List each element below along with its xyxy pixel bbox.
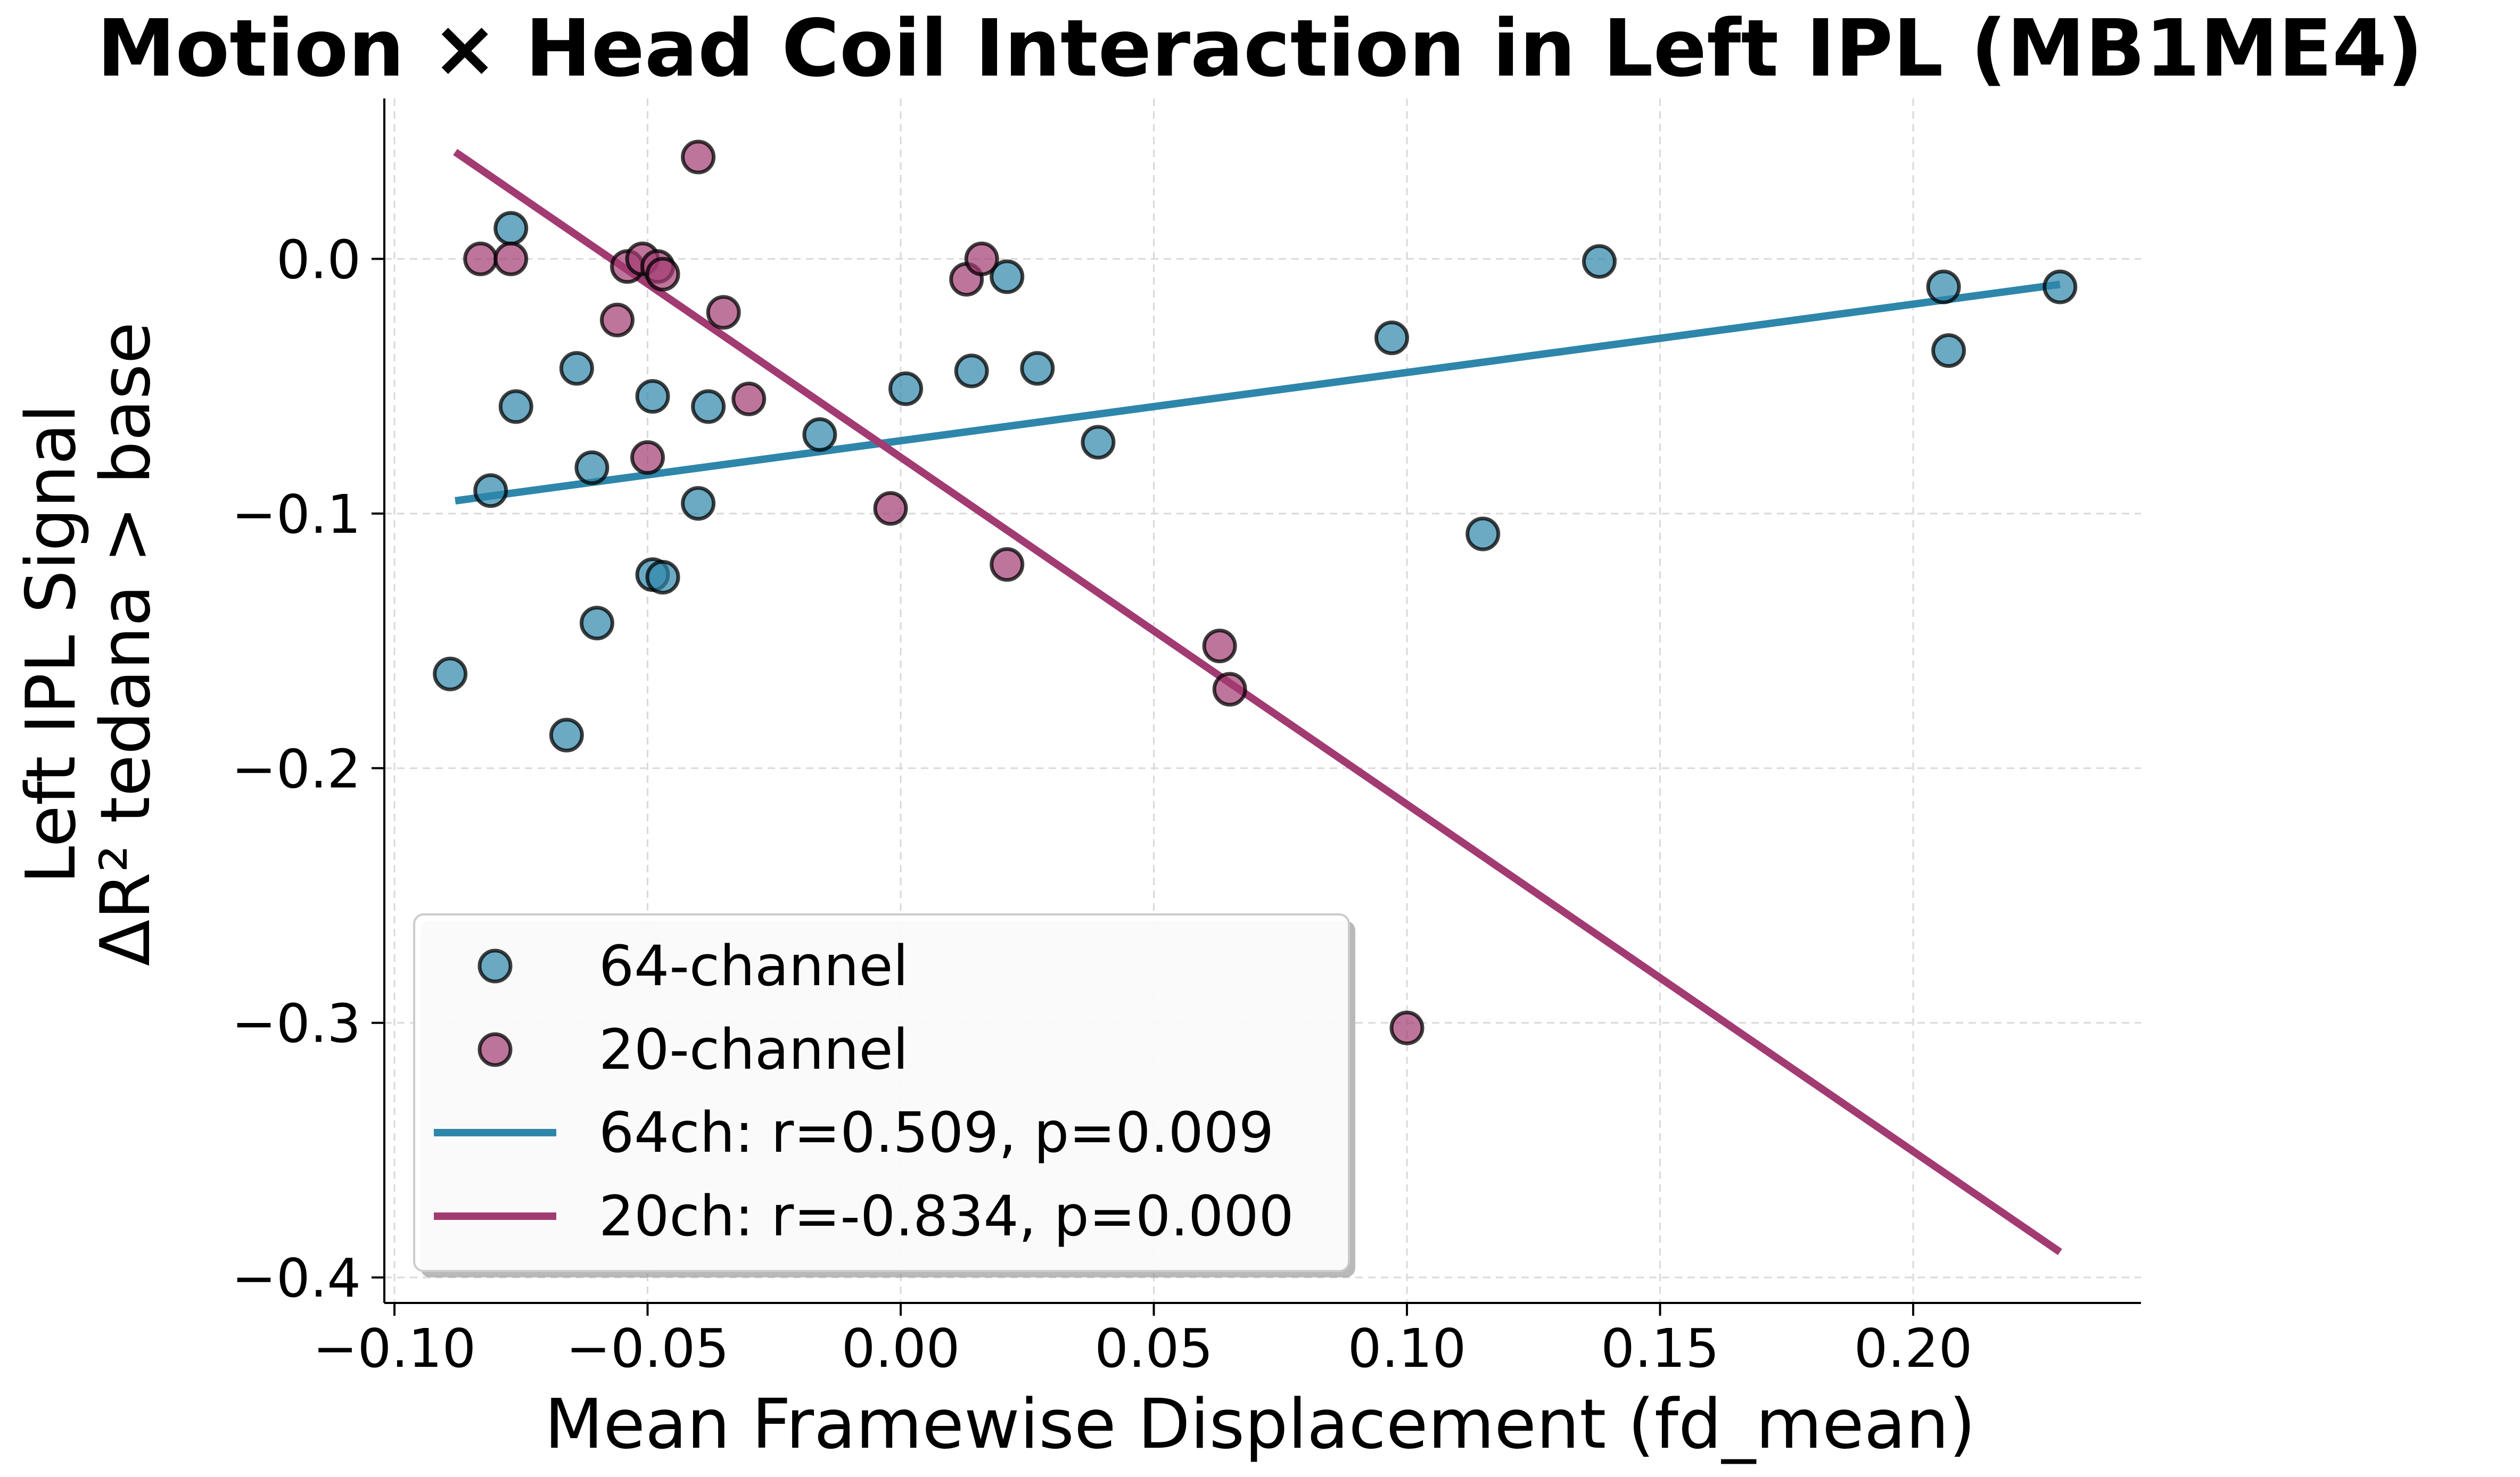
y-axis-label-line1: Left IPL Signal: [12, 404, 91, 884]
ticks: −0.10 −0.05 0.00 0.05 0.10 0.15 0.20 0.0 −0.1 −0.…: [232, 228, 1972, 1380]
x-tick-label: −0.05: [566, 1317, 729, 1380]
legend-label-fit-64ch: 64ch: r=0.509, p=0.009: [599, 1100, 1274, 1165]
data-point-64ch: [1081, 425, 1116, 460]
data-point-20ch: [630, 440, 665, 475]
data-point-64ch: [645, 559, 680, 595]
data-point-64ch: [1582, 244, 1617, 279]
data-point-64ch: [498, 389, 533, 424]
data-point-64ch: [473, 473, 508, 508]
data-point-64ch: [802, 417, 837, 452]
data-point-64ch: [2043, 269, 2078, 304]
fit-line-20ch: [453, 148, 2062, 1256]
y-tick-label: −0.3: [232, 993, 361, 1055]
data-point-64ch: [493, 211, 529, 246]
data-point-64ch: [559, 351, 594, 386]
data-point-64ch: [691, 389, 726, 424]
data-point-20ch: [706, 295, 741, 330]
fit-lines: [453, 148, 2062, 1256]
legend-marker-20ch: [477, 1032, 513, 1067]
data-point-20ch: [1202, 629, 1237, 664]
data-point-64ch: [1926, 269, 1961, 304]
x-tick-label: 0.10: [1348, 1317, 1467, 1380]
y-tick-label: −0.2: [232, 738, 361, 800]
data-point-20ch: [645, 257, 680, 292]
data-point-64ch: [990, 259, 1025, 294]
fit-line-64ch: [455, 280, 2061, 505]
legend-marker-64ch: [477, 948, 513, 984]
data-point-20ch: [1389, 1010, 1424, 1045]
data-point-64ch: [1374, 320, 1410, 356]
data-point-64ch: [433, 656, 468, 691]
axes: [383, 98, 2141, 1304]
legend-label-64ch: 64-channel: [599, 934, 908, 999]
data-point-20ch: [964, 241, 999, 276]
x-tick-label: 0.05: [1094, 1317, 1213, 1380]
data-point-20ch: [493, 241, 529, 276]
legend-label-20ch: 20-channel: [599, 1017, 908, 1082]
data-point-64ch: [635, 379, 670, 414]
data-point-20ch: [681, 139, 716, 175]
y-tick-label: −0.1: [232, 483, 361, 546]
legend-label-fit-20ch: 20ch: r=-0.834, p=0.000: [599, 1184, 1294, 1249]
data-point-64ch: [1020, 351, 1055, 386]
x-tick-label: −0.10: [313, 1317, 476, 1380]
data-point-20ch: [990, 547, 1025, 582]
data-point-64ch: [549, 717, 584, 753]
data-point-20ch: [599, 302, 635, 337]
data-point-64ch: [1465, 516, 1501, 551]
data-point-20ch: [1212, 672, 1247, 707]
y-axis-label-group: Left IPL Signal ΔR² tedana > base: [12, 322, 166, 966]
legend-frame: [413, 913, 1350, 1272]
legend: 64-channel 20-channel 64ch: r=0.509, p=0…: [413, 913, 1355, 1277]
data-point-64ch: [888, 371, 924, 406]
data-point-64ch: [1931, 333, 1966, 368]
x-tick-label: 0.15: [1601, 1317, 1719, 1380]
data-point-64ch: [579, 606, 614, 641]
data-point-20ch: [463, 241, 498, 276]
data-points: [433, 139, 2078, 1045]
data-point-20ch: [731, 382, 767, 417]
chart-title: Motion × Head Coil Interaction in Left I…: [97, 3, 2423, 94]
x-axis-label: Mean Framewise Displacement (fd_mean): [545, 1385, 1975, 1464]
data-point-64ch: [574, 450, 610, 485]
data-point-20ch: [873, 491, 908, 526]
x-tick-label: 0.20: [1854, 1317, 1973, 1380]
data-point-64ch: [954, 353, 989, 389]
data-point-64ch: [681, 486, 716, 521]
y-tick-label: −0.4: [232, 1247, 361, 1309]
x-tick-label: 0.00: [842, 1317, 960, 1380]
y-axis-label-line2: ΔR² tedana > base: [86, 322, 166, 966]
y-tick-label: 0.0: [276, 228, 361, 291]
